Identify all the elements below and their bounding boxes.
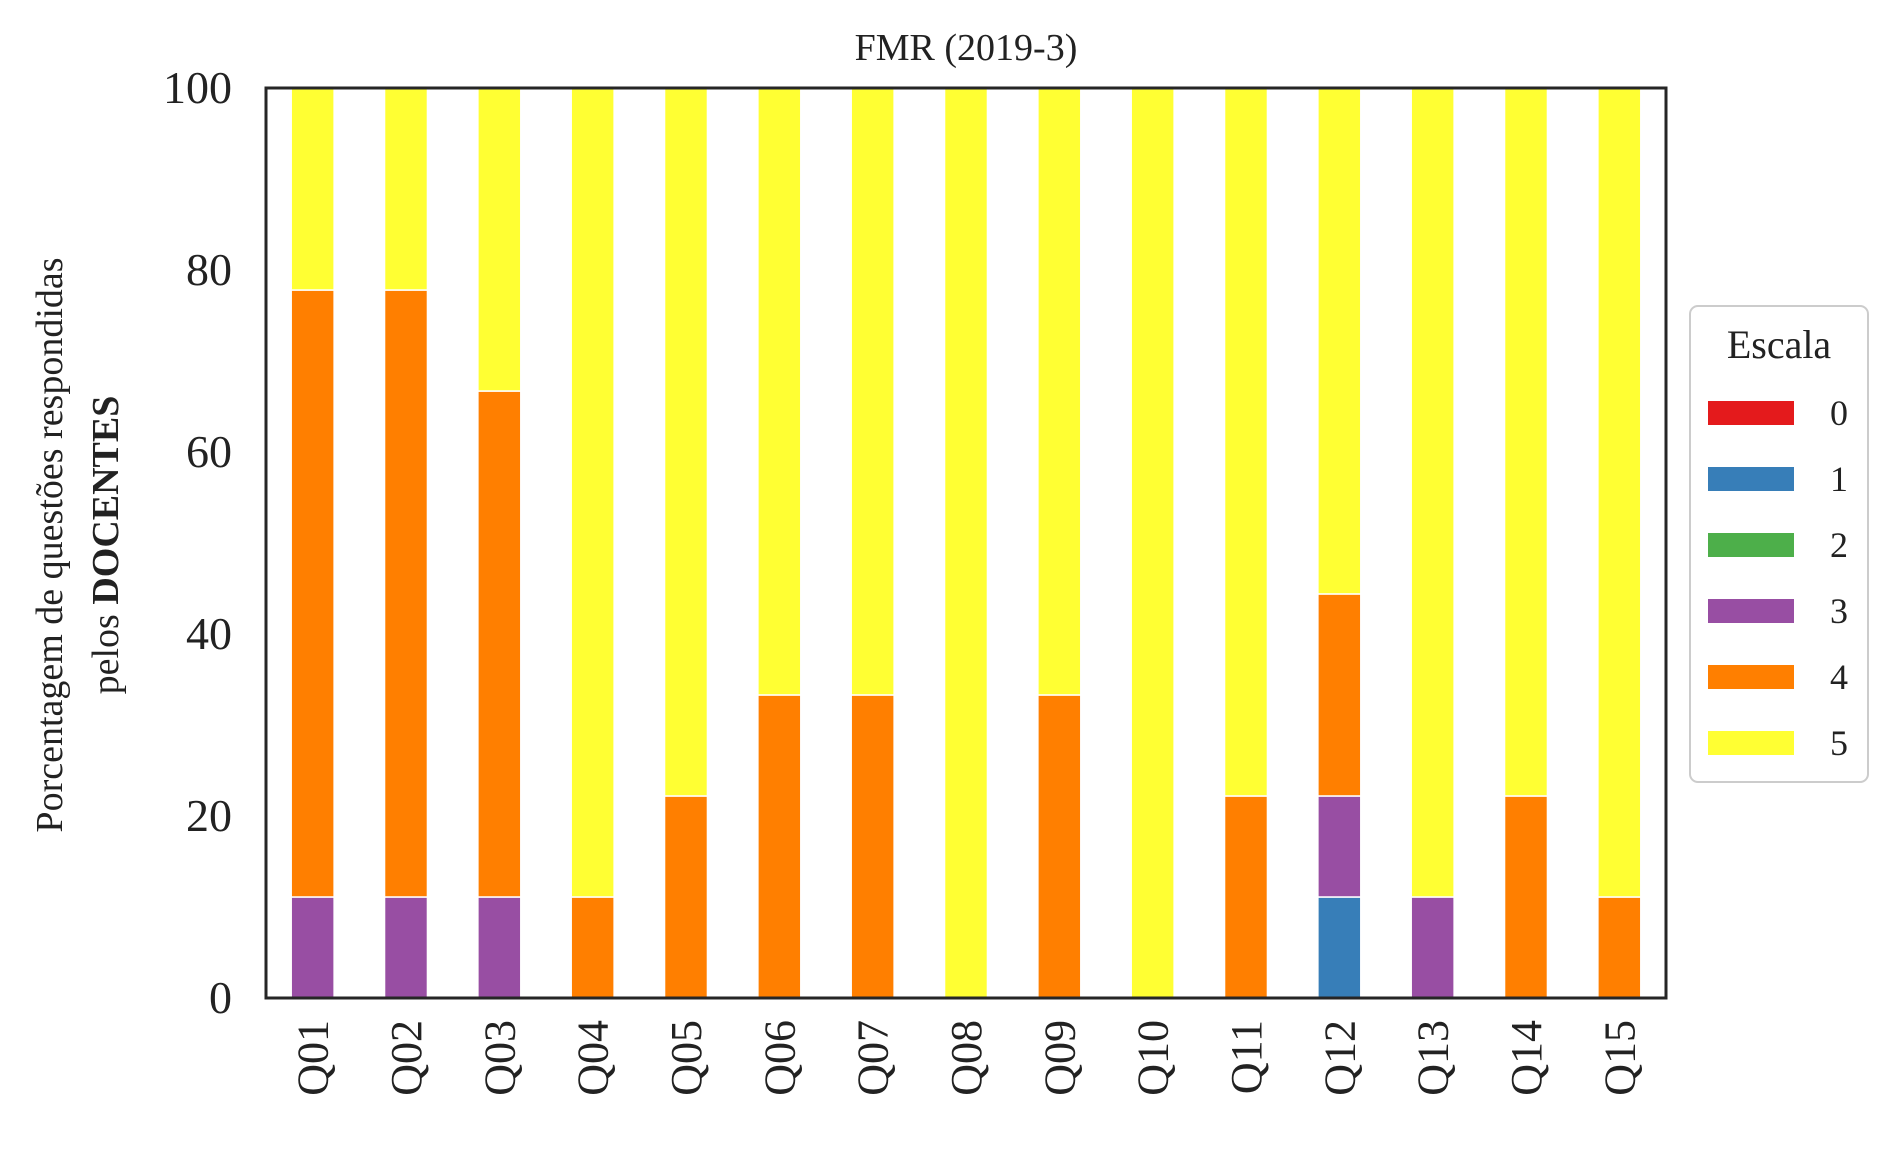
legend-label-4: 4 (1830, 657, 1848, 697)
y-ticks-layer: 0 20 40 60 80 100 (163, 62, 232, 1023)
y-axis-label-line2: pelos DOCENTES (85, 396, 127, 695)
legend-label-0: 0 (1830, 393, 1848, 433)
legend-swatch-3 (1708, 599, 1794, 623)
bar-q12-scale-5 (1317, 87, 1362, 595)
y-axis-label-line2-bold: DOCENTES (85, 396, 127, 605)
x-tick-label-q03: Q03 (475, 1020, 524, 1096)
legend-swatch-5 (1708, 731, 1794, 755)
bar-q14-scale-5 (1503, 87, 1549, 797)
bar-q09-scale-5 (1037, 87, 1082, 696)
y-axis-label-line2-prefix: pelos (85, 605, 127, 695)
bar-q06-scale-5 (757, 87, 802, 696)
legend-label-5: 5 (1830, 723, 1848, 763)
bar-q10-scale-5 (1130, 87, 1175, 999)
x-tick-label-q01: Q01 (289, 1020, 338, 1096)
bar-q06-scale-4 (757, 694, 802, 999)
y-tick-label-60: 60 (186, 426, 232, 477)
x-tick-label-q15: Q15 (1595, 1020, 1644, 1096)
x-tick-label-q11: Q11 (1222, 1020, 1271, 1094)
y-axis-label: Porcentagem de questões respondidas pelo… (29, 257, 127, 832)
legend-swatch-1 (1708, 467, 1794, 491)
x-ticks-layer: Q01 Q02 Q03 Q04 Q05 Q06 Q07 Q08 Q09 Q10 Q11 Q12 Q13 Q… (289, 1020, 1645, 1096)
bar-q04-scale-4 (570, 896, 615, 999)
bar-q05-scale-5 (663, 87, 709, 797)
x-tick-label-q09: Q09 (1035, 1020, 1084, 1096)
x-tick-label-q13: Q13 (1409, 1020, 1458, 1096)
x-tick-label-q12: Q12 (1315, 1020, 1364, 1096)
legend-label-2: 2 (1830, 525, 1848, 565)
bar-q02-scale-3 (383, 896, 429, 999)
x-tick-label-q10: Q10 (1129, 1020, 1178, 1096)
x-tick-label-q07: Q07 (849, 1020, 898, 1096)
bar-q01-scale-4 (290, 289, 335, 898)
bar-q02-scale-5 (383, 87, 429, 291)
bar-q05-scale-4 (663, 795, 709, 999)
chart-title: FMR (2019-3) (855, 27, 1078, 69)
legend-swatch-4 (1708, 665, 1794, 689)
bar-q14-scale-4 (1503, 795, 1549, 999)
bar-q03-scale-3 (477, 896, 522, 999)
legend-label-1: 1 (1830, 459, 1848, 499)
bar-q09-scale-4 (1037, 694, 1082, 999)
x-tick-label-q05: Q05 (662, 1020, 711, 1096)
bar-q15-scale-5 (1597, 87, 1642, 898)
bar-q15-scale-4 (1597, 896, 1642, 999)
bar-q11-scale-4 (1223, 795, 1269, 999)
legend: Escala 0 1 2 3 4 5 (1689, 305, 1869, 783)
legend-swatch-0 (1708, 401, 1794, 425)
legend-label-3: 3 (1830, 591, 1848, 631)
bar-q12-scale-4 (1317, 593, 1362, 797)
bar-q03-scale-4 (477, 390, 522, 898)
bar-q07-scale-5 (850, 87, 895, 696)
y-tick-label-20: 20 (186, 790, 232, 841)
legend-title: Escala (1727, 322, 1832, 367)
bar-q03-scale-5 (477, 87, 522, 392)
bar-q01-scale-3 (290, 896, 335, 999)
x-tick-label-q08: Q08 (942, 1020, 991, 1096)
bar-q13-scale-3 (1410, 896, 1455, 999)
y-tick-label-40: 40 (186, 608, 232, 659)
y-tick-label-100: 100 (163, 62, 232, 113)
y-axis-label-line1: Porcentagem de questões respondidas (29, 257, 71, 832)
bar-q12-scale-1 (1317, 896, 1362, 999)
bar-q01-scale-5 (290, 87, 335, 291)
bars-layer (290, 87, 1642, 999)
legend-swatch-2 (1708, 533, 1794, 557)
x-tick-label-q02: Q02 (382, 1020, 431, 1096)
bar-q11-scale-5 (1223, 87, 1269, 797)
bar-q13-scale-5 (1410, 87, 1455, 898)
bar-q07-scale-4 (850, 694, 895, 999)
x-tick-label-q06: Q06 (755, 1020, 804, 1096)
bar-q08-scale-5 (943, 87, 989, 999)
x-tick-label-q04: Q04 (569, 1020, 618, 1096)
bar-q12-scale-3 (1317, 795, 1362, 898)
x-tick-label-q14: Q14 (1502, 1020, 1551, 1096)
y-tick-label-80: 80 (186, 244, 232, 295)
plot-frame (264, 86, 1668, 1000)
bar-q02-scale-4 (383, 289, 429, 898)
y-tick-label-0: 0 (209, 972, 232, 1023)
bar-q04-scale-5 (570, 87, 615, 898)
